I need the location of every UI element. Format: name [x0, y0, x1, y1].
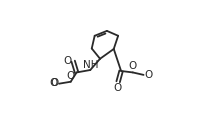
Text: O: O	[50, 78, 58, 88]
Text: O: O	[128, 61, 137, 72]
Text: O: O	[67, 71, 75, 81]
Text: O: O	[63, 57, 71, 67]
Text: O: O	[145, 70, 153, 80]
Text: O: O	[50, 78, 58, 88]
Text: O: O	[113, 83, 121, 93]
Text: NH: NH	[83, 60, 98, 70]
